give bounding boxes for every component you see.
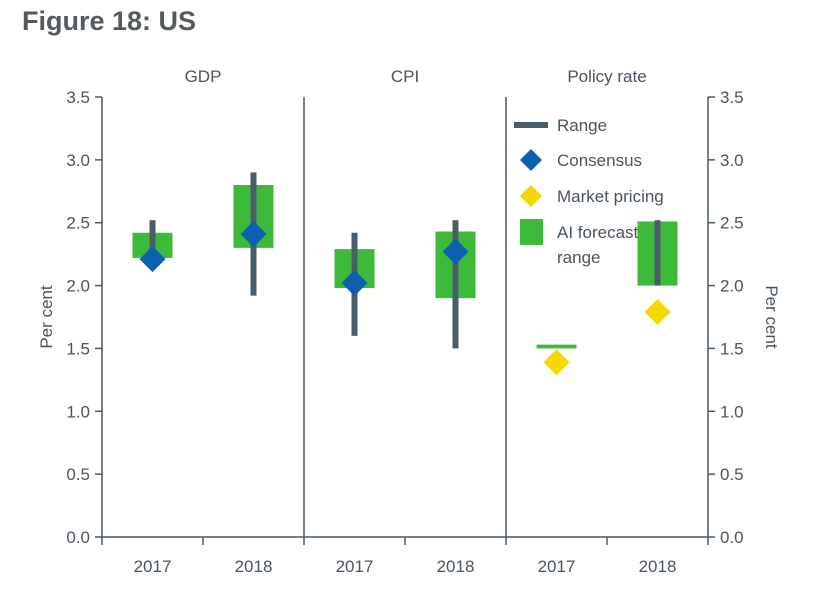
legend: Range Consensus Market pricing AI forecast r…	[514, 116, 664, 267]
y-tick-label-right: 1.5	[720, 339, 744, 358]
x-axis: 2017 2018 2017 2018 2017 2018	[101, 537, 709, 576]
legend-label-ai: AI forecast range	[557, 223, 639, 267]
y-tick-label-left: 3.5	[66, 88, 90, 107]
x-tick-label: 2018	[639, 557, 677, 576]
y-axis-title-right: Per cent	[762, 285, 781, 349]
figure-title: Figure 18: US	[22, 6, 197, 36]
y-axis-right: 0.0 0.5 1.0 1.5 2.0 2.5 3.0 3.5 Per cent	[708, 88, 781, 547]
market-pricing-marker	[543, 349, 570, 376]
y-tick-label-left: 0.0	[66, 528, 90, 547]
y-axis-title-left: Per cent	[37, 285, 56, 349]
y-tick-label-right: 1.0	[720, 402, 744, 421]
x-tick-label: 2017	[538, 557, 576, 576]
chart-frame: GDP CPI Policy rate	[101, 67, 709, 538]
panel-title: CPI	[391, 67, 419, 86]
range-bar	[654, 220, 661, 286]
legend-label-consensus: Consensus	[557, 151, 642, 170]
y-tick-label-right: 2.0	[720, 277, 744, 296]
y-tick-label-left: 2.0	[66, 277, 90, 296]
legend-consensus-swatch	[520, 149, 542, 171]
range-bar	[149, 220, 156, 268]
y-tick-label-left: 1.0	[66, 402, 90, 421]
legend-ai-swatch	[520, 219, 543, 245]
y-tick-label-left: 2.5	[66, 214, 90, 233]
y-tick-label-right: 0.0	[720, 528, 744, 547]
panel-title: Policy rate	[567, 67, 646, 86]
consensus-marker	[341, 270, 368, 297]
legend-range-swatch	[514, 122, 548, 128]
y-tick-label-right: 3.0	[720, 151, 744, 170]
range-bar	[452, 220, 459, 349]
y-tick-label-right: 0.5	[720, 465, 744, 484]
legend-label-market: Market pricing	[557, 187, 664, 206]
x-tick-label: 2018	[235, 557, 273, 576]
y-tick-label-right: 2.5	[720, 214, 744, 233]
x-tick-label: 2018	[437, 557, 475, 576]
x-tick-label: 2017	[134, 557, 172, 576]
ai-forecast-box	[536, 344, 577, 349]
y-tick-label-left: 1.5	[66, 339, 90, 358]
y-tick-label-left: 3.0	[66, 151, 90, 170]
chart-marks	[132, 172, 678, 376]
consensus-marker	[442, 238, 469, 265]
y-axis-left: 0.0 0.5 1.0 1.5 2.0 2.5 3.0 3.5 Per cent	[37, 88, 102, 547]
legend-market-swatch	[520, 185, 542, 207]
x-tick-label: 2017	[336, 557, 374, 576]
y-tick-label-right: 3.5	[720, 88, 744, 107]
consensus-marker	[139, 246, 166, 273]
y-tick-label-left: 0.5	[66, 465, 90, 484]
panel-title: GDP	[185, 67, 222, 86]
legend-label-range: Range	[557, 116, 607, 135]
consensus-marker	[240, 221, 267, 248]
market-pricing-marker	[644, 298, 671, 325]
